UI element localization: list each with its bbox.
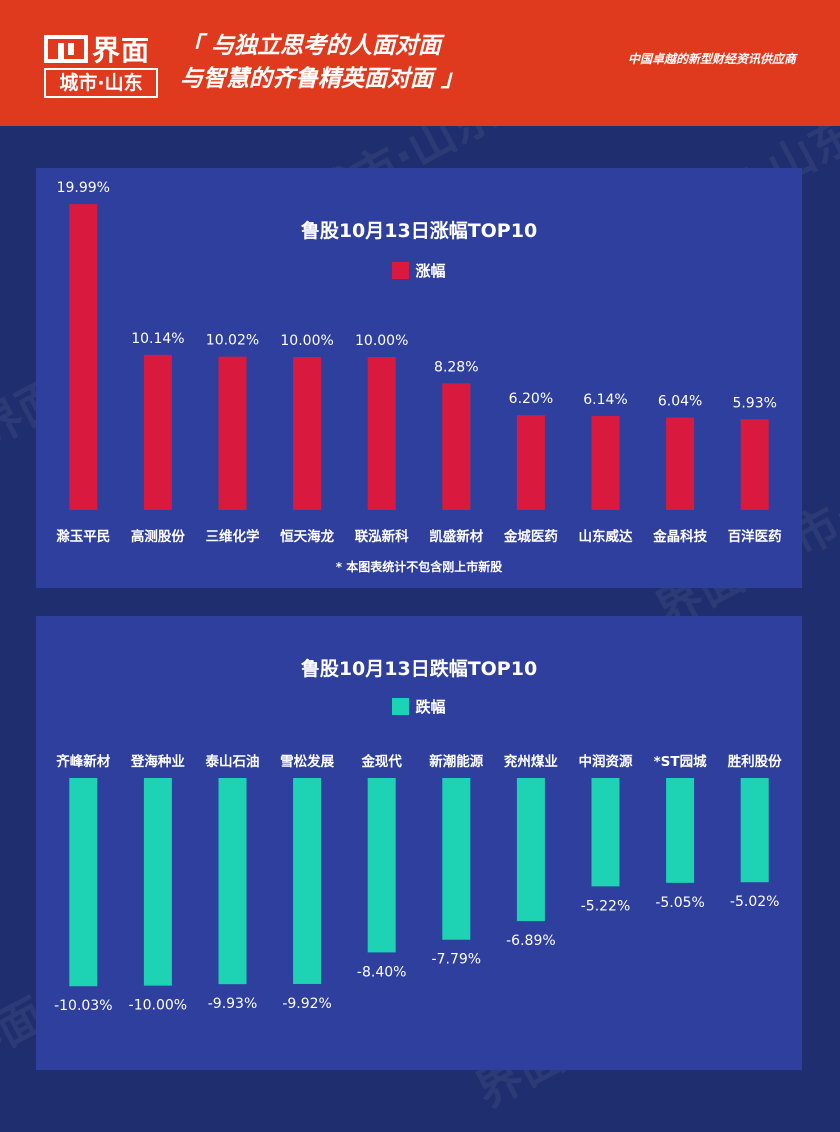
slogan-line-1: 「 与独立思考的人面对面 [180, 33, 442, 59]
header-banner: 界面 城市·山东 「 与独立思考的人面对面 与智慧的齐鲁精英面对面 」 中国卓越… [0, 0, 840, 126]
bar-value-label: -8.40% [357, 964, 407, 980]
bar-value-label: -10.03% [54, 998, 112, 1014]
category-label: 胜利股份 [728, 753, 782, 770]
category-label: 登海种业 [130, 753, 185, 770]
losers-bar-chart: -10.03% 齐峰新材 -10.00% 登海种业 -9.93% 泰山石油 -9.92% 雪松… [54, 753, 782, 1014]
gainers-legend: 涨幅 [36, 260, 802, 281]
category-label: 金晶科技 [652, 528, 707, 545]
bar-value-label: 6.14% [583, 392, 627, 408]
logo-brand-text: 界面 [92, 34, 151, 67]
category-label: 滁玉平民 [56, 528, 110, 545]
category-label: 齐峰新材 [56, 753, 110, 770]
category-label: 兖州煤业 [504, 753, 558, 770]
bar-10 [740, 419, 769, 510]
losers-chart-title: 鲁股10月13日跌幅TOP10 [300, 658, 538, 680]
bar-value-label: -9.93% [208, 996, 258, 1012]
bar-value-label: 19.99% [57, 180, 110, 196]
slogan: 「 与独立思考的人面对面 与智慧的齐鲁精英面对面 」 [180, 30, 464, 96]
bar-value-label: -6.89% [506, 933, 556, 949]
bar-value-label: 10.00% [280, 333, 333, 349]
bar-value-label: 10.02% [206, 333, 259, 349]
bar-1 [69, 204, 98, 510]
category-label: 雪松发展 [280, 753, 334, 770]
gainers-footnote: * 本图表统计不包含刚上市新股 [335, 560, 503, 574]
bar-value-label: 6.20% [509, 391, 553, 407]
bar-5 [367, 778, 396, 953]
jiemian-logo-icon [44, 35, 88, 63]
category-label: 中润资源 [579, 753, 633, 770]
bar-value-label: 10.00% [355, 333, 408, 349]
category-label: 凯盛新材 [429, 528, 483, 545]
category-label: *ST园城 [654, 753, 707, 770]
category-label: 山东威达 [579, 528, 633, 545]
bar-2 [143, 354, 172, 510]
bar-value-label: 5.93% [732, 395, 776, 411]
bar-value-label: -5.05% [655, 895, 705, 911]
category-label: 三维化学 [206, 528, 260, 545]
bar-value-label: 10.14% [131, 331, 184, 347]
bar-9 [666, 778, 695, 883]
bar-value-label: 8.28% [434, 359, 478, 375]
tagline: 中国卓越的新型财经资讯供应商 [627, 52, 796, 66]
gainers-chart-title: 鲁股10月13日涨幅TOP10 [300, 220, 538, 242]
bar-1 [69, 778, 98, 987]
category-label: 金现代 [360, 753, 402, 770]
bar-value-label: -7.79% [432, 952, 482, 968]
bar-value-label: -5.02% [730, 894, 780, 910]
bar-value-label: -10.00% [129, 998, 187, 1014]
bar-value-label: 6.04% [658, 394, 702, 410]
category-label: 联泓新科 [355, 528, 409, 545]
gainers-legend-label: 涨幅 [415, 262, 446, 280]
losers-legend-label: 跌幅 [415, 698, 446, 716]
losers-legend-swatch [392, 698, 410, 715]
bar-9 [666, 417, 695, 510]
bar-8 [591, 416, 620, 510]
category-label: 百洋医药 [728, 528, 782, 545]
bar-value-label: -5.22% [581, 898, 631, 914]
category-label: 新潮能源 [429, 753, 483, 770]
category-label: 泰山石油 [205, 753, 260, 770]
bar-value-label: -9.92% [282, 996, 332, 1012]
gainers-chart-panel: 鲁股10月13日涨幅TOP10 涨幅 19.99% 滁玉平民 10.14% 高测股份 1… [36, 168, 802, 588]
bar-6 [442, 383, 471, 510]
bar-3 [218, 778, 247, 985]
bar-4 [293, 778, 322, 984]
gainers-bar-chart: 19.99% 滁玉平民 10.14% 高测股份 10.02% 三维化学 10.00% 恒天海龙… [56, 180, 782, 545]
category-label: 高测股份 [131, 528, 185, 545]
bar-3 [218, 356, 247, 510]
category-label: 恒天海龙 [280, 528, 334, 545]
bar-10 [740, 778, 769, 883]
losers-legend: 跌幅 [36, 696, 802, 717]
bar-8 [591, 778, 620, 887]
category-label: 金城医药 [503, 528, 558, 545]
gainers-legend-swatch [392, 262, 410, 279]
slogan-line-2: 与智慧的齐鲁精英面对面 」 [180, 66, 465, 92]
logo-city-badge: 城市·山东 [44, 68, 158, 98]
bar-2 [143, 778, 172, 986]
bar-7 [516, 415, 545, 510]
bar-4 [293, 357, 322, 510]
bar-5 [367, 357, 396, 510]
losers-chart-panel: 鲁股10月13日跌幅TOP10 跌幅 -10.03% 齐峰新材 -10.00% 登海种… [36, 616, 802, 1070]
bar-6 [442, 778, 471, 940]
logo: 界面 [44, 30, 150, 68]
bar-7 [516, 778, 545, 922]
